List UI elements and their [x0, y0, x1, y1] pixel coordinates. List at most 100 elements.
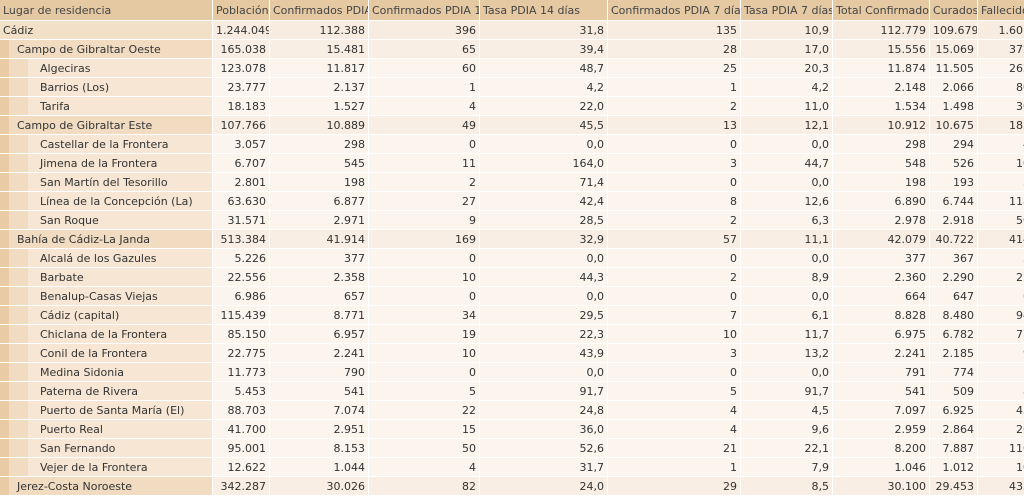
place-name[interactable]: Bahía de Cádiz-La Janda — [0, 230, 212, 248]
cell-value: 22 — [369, 401, 479, 419]
place-name[interactable]: Algeciras — [0, 59, 212, 77]
cell-value: 28,5 — [480, 211, 607, 229]
cell-value: 1.601 — [978, 21, 1024, 39]
cell-value: 8.480 — [930, 306, 977, 324]
place-name[interactable]: San Fernando — [0, 439, 212, 457]
table-row: Bahía de Cádiz-La Janda 513.384 41.914 169 3… — [0, 230, 1024, 248]
cell-value: 36,0 — [480, 420, 607, 438]
cell-value: 34 — [369, 306, 479, 324]
column-header[interactable]: Tasa PDIA 14 días — [480, 0, 607, 20]
column-header[interactable]: Confirmados PDIA — [270, 0, 368, 20]
column-header[interactable]: Total Confirmados — [833, 0, 929, 20]
cell-value: 7,9 — [741, 458, 832, 476]
cell-value: 82 — [369, 477, 479, 495]
place-name[interactable]: Cádiz (capital) — [0, 306, 212, 324]
column-header[interactable]: Confirmados PDIA 7 días — [608, 0, 740, 20]
cell-value: 6.744 — [930, 192, 977, 210]
cell-value: 39,4 — [480, 40, 607, 58]
place-name[interactable]: Chiclana de la Frontera — [0, 325, 212, 343]
cell-value: 262 — [978, 59, 1024, 77]
cell-value: 19 — [369, 325, 479, 343]
cell-value: 10.675 — [930, 116, 977, 134]
table-row: Línea de la Concepción (La) 63.630 6.877 27… — [0, 192, 1024, 210]
table-row: Cádiz 1.244.049 112.388 396 31,8 135 10,9 112.7… — [0, 21, 1024, 39]
cell-value: 0 — [608, 135, 740, 153]
column-header[interactable]: Confirmados PDIA 14 días — [369, 0, 479, 20]
cell-value: 2 — [369, 173, 479, 191]
place-name[interactable]: Jerez-Costa Noroeste — [0, 477, 212, 495]
cell-value: 48,7 — [480, 59, 607, 77]
cell-value: 8,9 — [741, 268, 832, 286]
place-name[interactable]: Cádiz — [0, 21, 212, 39]
table-row: Alcalá de los Gazules 5.226 377 0 0,0 0 0,0 377… — [0, 249, 1024, 267]
cell-value: 6.975 — [833, 325, 929, 343]
place-name[interactable]: Barrios (Los) — [0, 78, 212, 96]
cell-value: 50 — [978, 211, 1024, 229]
cell-value: 25 — [608, 59, 740, 77]
table-row: Chiclana de la Frontera 85.150 6.957 19 22,3… — [0, 325, 1024, 343]
column-header[interactable]: Curados — [930, 0, 977, 20]
header-row: Lugar de residencia Población Confirmados … — [0, 0, 1024, 20]
table-row: Jerez-Costa Noroeste 342.287 30.026 82 24,0 2… — [0, 477, 1024, 495]
place-name[interactable]: Tarifa — [0, 97, 212, 115]
place-name[interactable]: Puerto de Santa María (El) — [0, 401, 212, 419]
cell-value: 112.779 — [833, 21, 929, 39]
cell-value: 45,5 — [480, 116, 607, 134]
place-name[interactable]: Benalup-Casas Viejas — [0, 287, 212, 305]
cell-value: 2.801 — [213, 173, 269, 191]
cell-value: 1.044 — [270, 458, 368, 476]
place-name[interactable]: Conil de la Frontera — [0, 344, 212, 362]
table-row: Jimena de la Frontera 6.707 545 11 164,0 3 44,… — [0, 154, 1024, 172]
place-name[interactable]: Castellar de la Frontera — [0, 135, 212, 153]
cell-value: 526 — [930, 154, 977, 172]
cell-value: 91,7 — [741, 382, 832, 400]
cell-value: 44,3 — [480, 268, 607, 286]
cell-value: 1 — [608, 78, 740, 96]
cell-value: 7.887 — [930, 439, 977, 457]
cell-value: 10 — [978, 154, 1024, 172]
place-name[interactable]: Campo de Gibraltar Oeste — [0, 40, 212, 58]
table-row: Barrios (Los) 23.777 2.137 1 4,2 1 4,2 2.148 2.0… — [0, 78, 1024, 96]
place-name[interactable]: San Roque — [0, 211, 212, 229]
place-name[interactable]: Paterna de Rivera — [0, 382, 212, 400]
column-header[interactable]: Lugar de residencia — [0, 0, 212, 20]
place-name[interactable]: Campo de Gibraltar Este — [0, 116, 212, 134]
place-name[interactable]: Vejer de la Frontera — [0, 458, 212, 476]
table-row: Castellar de la Frontera 3.057 298 0 0,0 0 0,0… — [0, 135, 1024, 153]
table-row: Cádiz (capital) 115.439 8.771 34 29,5 7 6,1 8.8… — [0, 306, 1024, 324]
table-row: Campo de Gibraltar Oeste 165.038 15.481 65 3… — [0, 40, 1024, 58]
cell-value: 18.183 — [213, 97, 269, 115]
place-name[interactable]: Puerto Real — [0, 420, 212, 438]
cell-value: 10 — [608, 325, 740, 343]
cell-value: 372 — [978, 40, 1024, 58]
column-header[interactable]: Tasa PDIA 7 días — [741, 0, 832, 20]
cell-value: 0 — [369, 135, 479, 153]
place-name[interactable]: Línea de la Concepción (La) — [0, 192, 212, 210]
table-row: Paterna de Rivera 5.453 541 5 91,7 5 91,7 541 50… — [0, 382, 1024, 400]
cell-value: 22.556 — [213, 268, 269, 286]
table-row: San Martín del Tesorillo 2.801 198 2 71,4 0 0,… — [0, 173, 1024, 191]
cell-value: 1.244.049 — [213, 21, 269, 39]
place-name[interactable]: San Martín del Tesorillo — [0, 173, 212, 191]
cell-value: 77 — [978, 325, 1024, 343]
table-row: Algeciras 123.078 11.817 60 48,7 25 20,3 11.874… — [0, 59, 1024, 77]
cell-value: 135 — [608, 21, 740, 39]
place-name[interactable]: Medina Sidonia — [0, 363, 212, 381]
cell-value: 50 — [369, 439, 479, 457]
cell-value: 0,0 — [480, 249, 607, 267]
cell-value: 3 — [608, 344, 740, 362]
cell-value: 169 — [369, 230, 479, 248]
cell-value: 0,0 — [741, 135, 832, 153]
cell-value: 774 — [930, 363, 977, 381]
place-name[interactable]: Barbate — [0, 268, 212, 286]
cell-value: 6.782 — [930, 325, 977, 343]
column-header[interactable]: Fallecidos — [978, 0, 1024, 20]
column-header[interactable]: Población — [213, 0, 269, 20]
cell-value: 3 — [978, 173, 1024, 191]
place-name[interactable]: Alcalá de los Gazules — [0, 249, 212, 267]
cell-value: 4,2 — [480, 78, 607, 96]
place-name[interactable]: Jimena de la Frontera — [0, 154, 212, 172]
cell-value: 8.153 — [270, 439, 368, 457]
